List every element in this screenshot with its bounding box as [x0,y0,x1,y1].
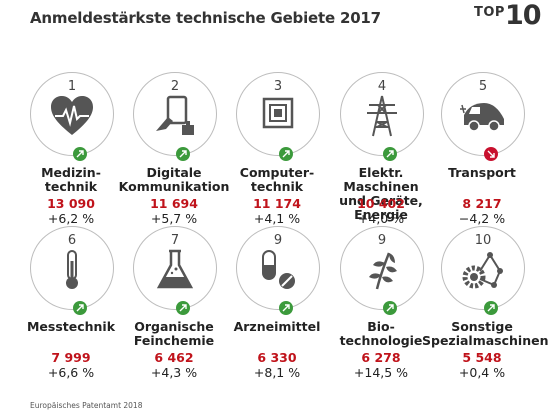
rank-number: 9 [341,233,423,248]
rank-number: 3 [237,79,319,94]
plant-icon [359,249,405,291]
tile-circle: 5 [441,72,525,156]
tile-label-line1: Sonstige [422,320,542,334]
trend-up-icon [73,301,87,315]
trend-up-icon [383,301,397,315]
tile-circle: 2 [133,72,217,156]
tile-value: 5 548 [422,350,542,365]
tile-label-line2: technik [217,180,337,194]
tile-change: +6,6 % [11,365,131,380]
tile-label-line2: technik [11,180,131,194]
tile-label-line2: Feinchemie [114,334,234,348]
trend-up-icon [383,147,397,161]
tile-label: Organische Feinchemie [114,320,234,348]
tile-value: 6 462 [114,350,234,365]
chip-icon [255,95,301,137]
tile-change: +5,7 % [114,211,234,226]
gear-network-icon [460,249,506,291]
tile-value: 6 330 [217,350,337,365]
top10-badge: TOP10 [474,2,541,29]
tile-circle: 4 [340,72,424,156]
tile-label-line1: Messtechnik [11,320,131,334]
source-footer: Europäisches Patentamt 2018 [30,401,142,410]
tile-label-line1: Transport [422,166,542,180]
trend-up-icon [279,147,293,161]
trend-down-icon [484,147,498,161]
thermometer-icon [49,249,95,291]
tile-circle: 10 [441,226,525,310]
rank-number: 1 [31,79,113,94]
hand-tablet-icon [152,95,198,137]
tile-label: Sonstige Spezialmaschinen [422,320,542,348]
tile-label-line1: Digitale [114,166,234,180]
tile-change: +6,2 % [11,211,131,226]
top10-badge-num: 10 [505,0,541,31]
tile-change: −4,2 % [422,211,542,226]
trend-up-icon [484,301,498,315]
tile-label-line1: Medizin- [11,166,131,180]
rank-number: 5 [442,79,524,94]
page-title: Anmeldestärkste technische Gebiete 2017 [30,9,381,27]
tile-label-line1: Arzneimittel [217,320,337,334]
trend-up-icon [73,147,87,161]
tile-label-line2: Kommunikation [114,180,234,194]
rank-number: 6 [31,233,113,248]
tile-value: 11 694 [114,196,234,211]
top10-badge-top: TOP [474,5,505,20]
rank-number: 4 [341,79,423,94]
tile-label-line1: Computer- [217,166,337,180]
tile-change: +4,3 % [114,365,234,380]
trend-up-icon [176,301,190,315]
trend-up-icon [279,301,293,315]
rank-number: 7 [134,233,216,248]
tile-circle: 3 [236,72,320,156]
flask-icon [152,249,198,291]
tile-value: 13 090 [11,196,131,211]
tile-change: +0,4 % [422,365,542,380]
trend-up-icon [176,147,190,161]
tile-circle: 7 [133,226,217,310]
tile-label-line1: Organische [114,320,234,334]
tile-circle: 1 [30,72,114,156]
tile-change: +8,1 % [217,365,337,380]
rank-number: 9 [237,233,319,248]
tile-circle: 9 [340,226,424,310]
rank-number: 10 [442,233,524,248]
tile-label: Medizin- technik [11,166,131,194]
tile-circle: 6 [30,226,114,310]
tile-label-line2: Spezialmaschinen [422,334,542,348]
tile-value: 8 217 [422,196,542,211]
rank-number: 2 [134,79,216,94]
pills-icon [255,249,301,291]
heart-pulse-icon [49,95,95,137]
tile-label: Arzneimittel [217,320,337,334]
tile-change: +4,1 % [217,211,337,226]
tile-label: Messtechnik [11,320,131,334]
tile-label: Transport [422,166,542,180]
power-pylon-icon [359,95,405,137]
tile-circle: 9 [236,226,320,310]
electric-car-icon [460,95,506,137]
tile-label: Digitale Kommunikation [114,166,234,194]
tile-value: 7 999 [11,350,131,365]
tile-value: 11 174 [217,196,337,211]
tile-label: Computer- technik [217,166,337,194]
